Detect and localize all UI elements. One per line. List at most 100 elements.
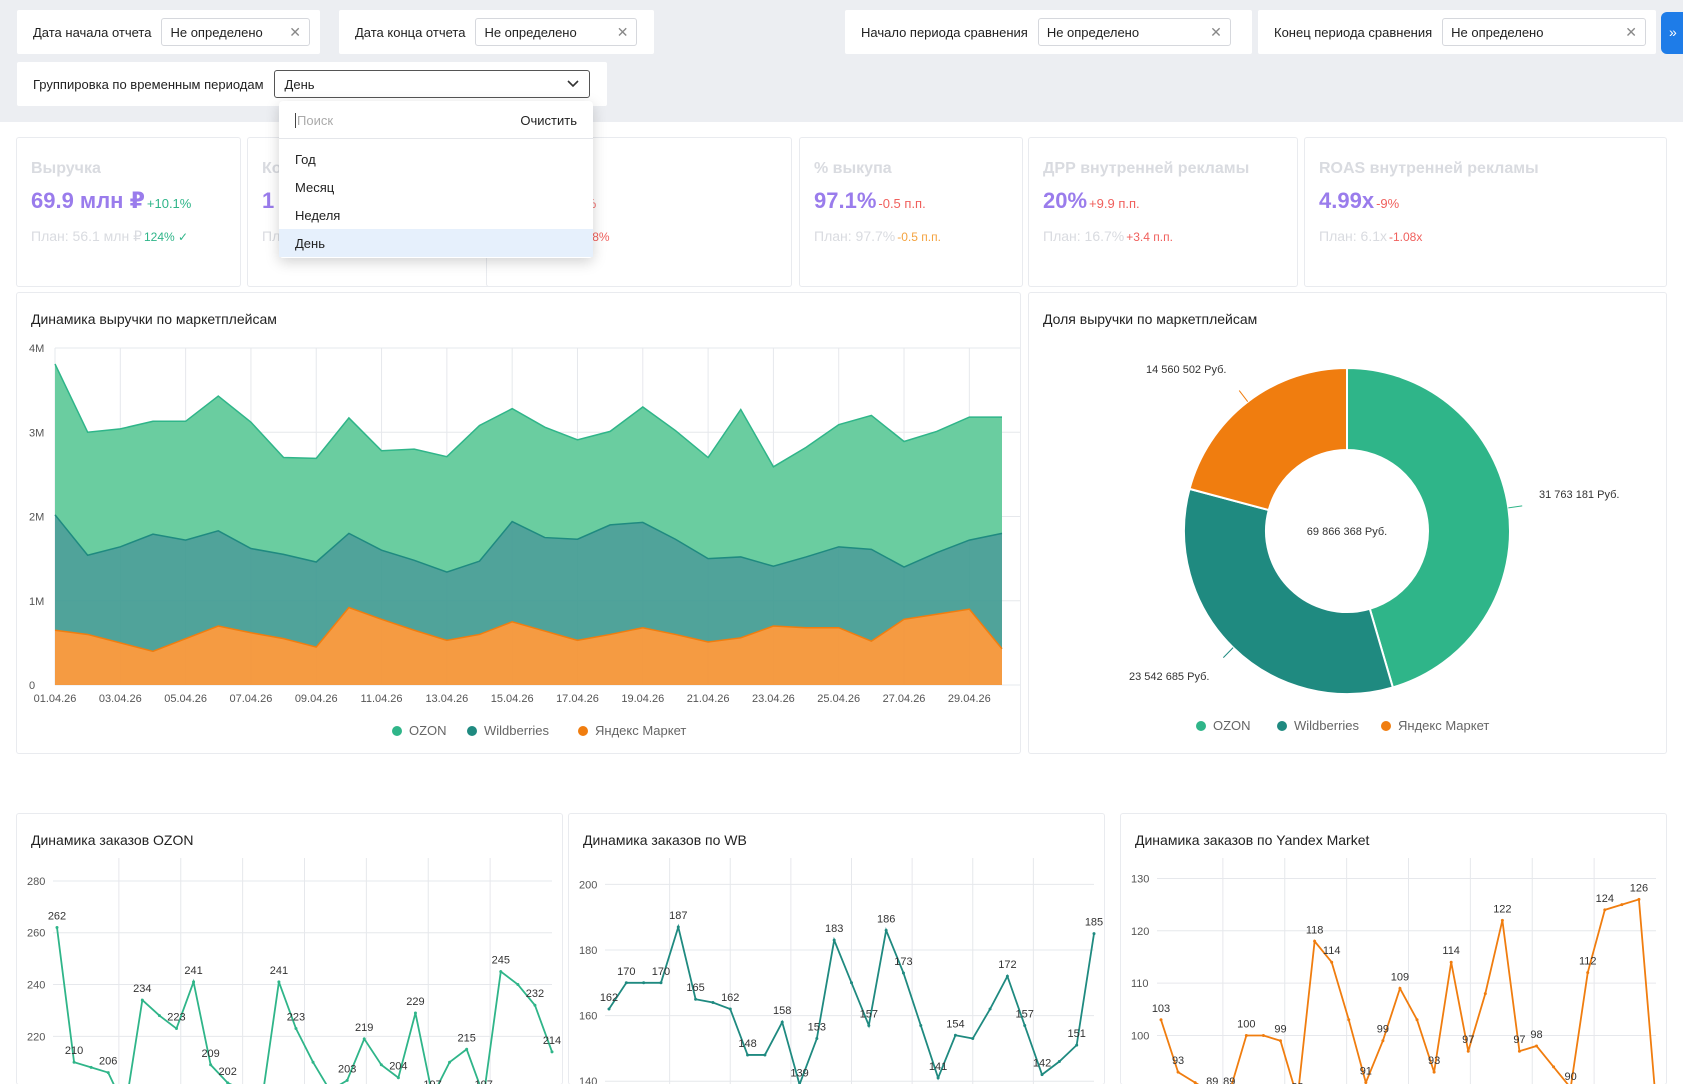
data-point[interactable]	[988, 1007, 992, 1011]
clear-icon[interactable]: ✕	[289, 23, 301, 40]
data-point[interactable]	[345, 1078, 349, 1082]
data-point[interactable]	[533, 1003, 537, 1007]
data-point[interactable]	[694, 997, 698, 1001]
data-point[interactable]	[1313, 939, 1317, 943]
data-point[interactable]	[1398, 986, 1402, 990]
data-point[interactable]	[192, 980, 196, 984]
data-point[interactable]	[780, 1020, 784, 1024]
data-point[interactable]	[499, 970, 503, 974]
legend-item[interactable]: OZON	[392, 723, 447, 738]
data-point[interactable]	[815, 1037, 819, 1041]
clear-icon[interactable]: ✕	[1210, 23, 1222, 40]
pie-slice-ozon[interactable]	[1346, 366, 1511, 689]
data-point[interactable]	[676, 925, 680, 929]
data-point[interactable]	[362, 1037, 366, 1041]
data-point[interactable]	[1637, 897, 1641, 901]
data-point[interactable]	[832, 938, 836, 942]
data-point[interactable]	[659, 981, 663, 985]
compare-start-input[interactable]: Не определено ✕	[1037, 18, 1231, 46]
clear-icon[interactable]: ✕	[1625, 23, 1637, 40]
pie-slice-яндекс-маркет[interactable]	[1188, 366, 1348, 512]
data-point[interactable]	[1278, 1039, 1282, 1043]
data-point[interactable]	[294, 1027, 298, 1031]
data-point[interactable]	[711, 1000, 715, 1004]
data-point[interactable]	[971, 1037, 975, 1041]
data-point[interactable]	[413, 1011, 417, 1015]
data-point[interactable]	[1347, 1018, 1351, 1022]
order-series-line[interactable]	[1160, 898, 1656, 1084]
data-point[interactable]	[1466, 1049, 1470, 1053]
data-point[interactable]	[1620, 903, 1624, 907]
dropdown-search[interactable]: Поиск Очистить	[279, 101, 593, 139]
legend-item[interactable]: OZON	[1196, 718, 1251, 733]
data-point[interactable]	[1005, 974, 1009, 978]
data-point[interactable]	[550, 1050, 554, 1054]
next-button[interactable]: »	[1661, 12, 1683, 54]
data-point[interactable]	[642, 981, 646, 985]
data-point[interactable]	[1364, 1081, 1368, 1084]
data-point[interactable]	[448, 1060, 452, 1064]
legend-item[interactable]: Яндекс Маркет	[578, 723, 686, 738]
data-point[interactable]	[311, 1060, 315, 1064]
data-point[interactable]	[1193, 1081, 1197, 1084]
data-point[interactable]	[1261, 1033, 1265, 1037]
data-point[interactable]	[72, 1060, 76, 1064]
data-point[interactable]	[1075, 1043, 1079, 1047]
data-point[interactable]	[1244, 1033, 1248, 1037]
data-point[interactable]	[867, 1023, 871, 1027]
data-point[interactable]	[1535, 1044, 1539, 1048]
compare-end-input[interactable]: Не определено ✕	[1442, 18, 1646, 46]
clear-icon[interactable]: ✕	[616, 23, 629, 40]
data-point[interactable]	[763, 1053, 767, 1057]
data-point[interactable]	[55, 926, 59, 930]
data-point[interactable]	[1586, 971, 1590, 975]
data-point[interactable]	[174, 1027, 178, 1031]
data-point[interactable]	[379, 1063, 383, 1067]
data-point[interactable]	[1517, 1049, 1521, 1053]
data-point[interactable]	[901, 971, 905, 975]
data-point[interactable]	[953, 1033, 957, 1037]
legend-item[interactable]: Wildberries	[467, 723, 550, 738]
dropdown-option-week[interactable]: Неделя	[295, 208, 341, 223]
data-point[interactable]	[1159, 1018, 1163, 1022]
data-point[interactable]	[1330, 960, 1334, 964]
data-point[interactable]	[850, 981, 853, 985]
legend-item[interactable]: Яндекс Маркет	[1381, 718, 1489, 733]
data-point[interactable]	[1500, 918, 1504, 922]
data-point[interactable]	[624, 981, 628, 985]
dropdown-clear-button[interactable]: Очистить	[520, 113, 577, 128]
area-series-ozon[interactable]	[55, 364, 1002, 573]
data-point[interactable]	[728, 1007, 732, 1011]
data-point[interactable]	[1415, 1018, 1419, 1022]
legend-item[interactable]: Wildberries	[1277, 718, 1360, 733]
data-point[interactable]	[1023, 1023, 1027, 1027]
data-point[interactable]	[1603, 908, 1607, 912]
data-point[interactable]	[936, 1076, 940, 1080]
data-point[interactable]	[396, 1076, 400, 1080]
dropdown-search-input[interactable]: Поиск	[295, 113, 334, 128]
data-point[interactable]	[157, 1014, 161, 1018]
data-point[interactable]	[1381, 1039, 1385, 1043]
data-point[interactable]	[1432, 1070, 1436, 1074]
data-point[interactable]	[1092, 932, 1096, 936]
dropdown-option-month[interactable]: Месяц	[295, 180, 335, 195]
data-point[interactable]	[919, 1023, 923, 1027]
data-point[interactable]	[226, 1081, 230, 1084]
area-series-яндекс-маркет[interactable]	[55, 607, 1002, 685]
data-point[interactable]	[1176, 1070, 1180, 1074]
order-series-line[interactable]	[56, 927, 553, 1084]
report-end-input[interactable]: Не определено ✕	[475, 18, 638, 46]
data-point[interactable]	[106, 1071, 110, 1075]
grouping-select[interactable]: День	[273, 70, 590, 98]
data-point[interactable]	[1057, 1060, 1061, 1064]
data-point[interactable]	[465, 1047, 469, 1051]
data-point[interactable]	[140, 998, 144, 1002]
data-point[interactable]	[1552, 1065, 1556, 1069]
data-point[interactable]	[516, 983, 520, 987]
data-point[interactable]	[89, 1065, 93, 1069]
data-point[interactable]	[746, 1053, 750, 1057]
data-point[interactable]	[1040, 1073, 1044, 1077]
data-point[interactable]	[1483, 992, 1487, 996]
report-start-input[interactable]: Не определено ✕	[161, 18, 310, 46]
data-point[interactable]	[209, 1063, 213, 1067]
